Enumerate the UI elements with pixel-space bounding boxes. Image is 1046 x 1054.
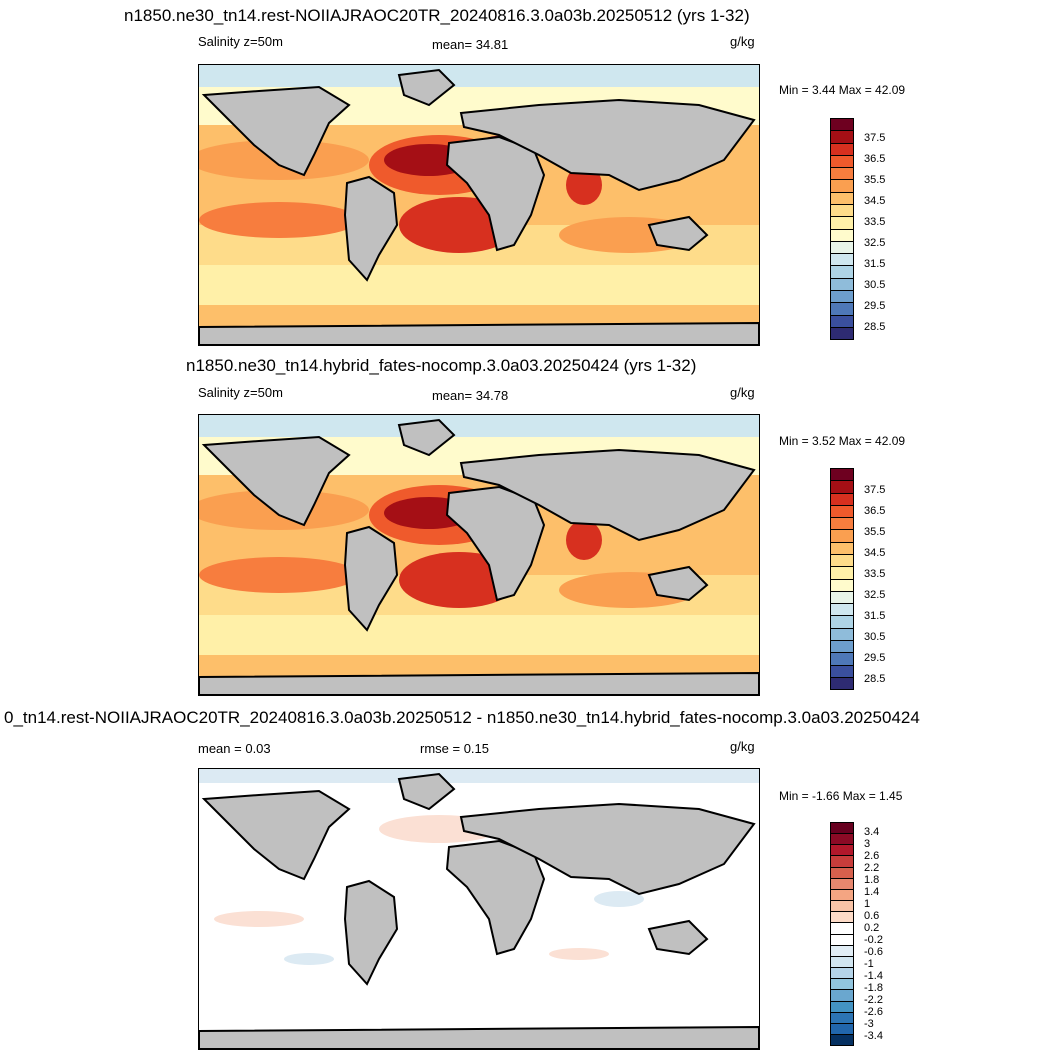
panel1-tick: 36.5: [864, 153, 886, 165]
panel3-rmse-label: rmse = 0.15: [420, 741, 490, 756]
panel3-tick: -3: [864, 1018, 874, 1030]
panel3-title: 0_tn14.rest-NOIIAJRAOC20TR_20240816.3.0a…: [4, 708, 920, 727]
panel3-units-label: g/kg: [730, 739, 755, 754]
panel1-colorbar: [830, 118, 854, 340]
panel2-tick: 30.5: [864, 631, 886, 643]
panel2-tick: 29.5: [864, 652, 886, 664]
panel3-tick: -2.6: [864, 1006, 883, 1018]
panel3-tick: 2.6: [864, 850, 880, 862]
panel1-tick: 31.5: [864, 258, 886, 270]
panel2-minmax-label: Min = 3.52 Max = 42.09: [779, 434, 906, 448]
panel3-tick: 0.6: [864, 910, 880, 922]
panel3-tick: 2.2: [864, 862, 880, 874]
panel2-tick: 34.5: [864, 547, 886, 559]
panel3-tick: -1.4: [864, 970, 883, 982]
panel3-continents: [199, 772, 759, 1049]
panel1-tick: 33.5: [864, 216, 886, 228]
panel2-tick: 28.5: [864, 673, 886, 685]
panel3-tick: 1.8: [864, 874, 880, 886]
panel3-mean-label: mean = 0.03: [198, 741, 271, 756]
panel1-tick: 37.5: [864, 132, 886, 144]
panel3-tick: 0.2: [864, 922, 880, 934]
panel2-variable-label: Salinity z=50m: [198, 385, 283, 400]
panel3-tick: 3.4: [864, 826, 880, 838]
panel1-continents: [199, 68, 759, 345]
panel2-tick: 37.5: [864, 484, 886, 496]
panel2-tick: 32.5: [864, 589, 886, 601]
panel3-tick: 1.4: [864, 886, 880, 898]
panel3-tick: 1: [864, 898, 871, 910]
panel1-minmax-label: Min = 3.44 Max = 42.09: [779, 83, 906, 97]
panel1-map: [198, 64, 760, 346]
panel3-tick: -0.2: [864, 934, 883, 946]
panel3-tick: -2.2: [864, 994, 883, 1006]
panel3-map: [198, 768, 760, 1050]
panel3-minmax-label: Min = -1.66 Max = 1.45: [779, 789, 903, 803]
panel2-tick: 33.5: [864, 568, 886, 580]
panel3-tick: -0.6: [864, 946, 883, 958]
panel2-title: n1850.ne30_tn14.hybrid_fates-nocomp.3.0a…: [186, 356, 697, 375]
panel1-tick: 34.5: [864, 195, 886, 207]
panel1-units-label: g/kg: [730, 34, 755, 49]
panel3-tick: -3.4: [864, 1030, 883, 1042]
panel1-tick: 35.5: [864, 174, 886, 186]
panel1-mean-label: mean= 34.81: [432, 37, 509, 52]
panel2-tick: 35.5: [864, 526, 886, 538]
panel2-mean-label: mean= 34.78: [432, 388, 509, 403]
panel1-tick: 30.5: [864, 279, 886, 291]
panel3-colorbar: [830, 822, 854, 1046]
panel2-units-label: g/kg: [730, 385, 755, 400]
panel1-variable-label: Salinity z=50m: [198, 34, 283, 49]
panel1-tick: 29.5: [864, 300, 886, 312]
panel1-tick: 28.5: [864, 321, 886, 333]
panel2-map: [198, 414, 760, 696]
panel2-colorbar: [830, 468, 854, 690]
panel1-tick: 32.5: [864, 237, 886, 249]
panel2-continents: [199, 418, 759, 695]
panel1-title: n1850.ne30_tn14.rest-NOIIAJRAOC20TR_2024…: [124, 6, 750, 25]
panel3-tick: -1.8: [864, 982, 883, 994]
panel3-tick: 3: [864, 838, 871, 850]
panel2-tick: 31.5: [864, 610, 886, 622]
panel2-tick: 36.5: [864, 505, 886, 517]
panel3-tick: -1: [864, 958, 874, 970]
